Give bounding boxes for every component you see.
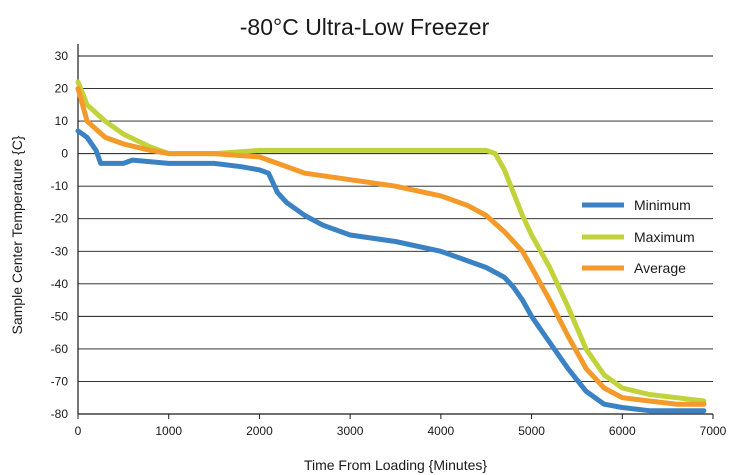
x-tick-label: 2000 [246,424,273,438]
x-axis-label: Time From Loading {Minutes} [304,457,487,473]
legend-label-average: Average [634,260,686,276]
x-tick-label: 0 [75,424,82,438]
x-tick-label: 6000 [609,424,636,438]
x-tick-label: 4000 [428,424,455,438]
y-tick-label: -60 [51,342,69,356]
series-line-maximum [75,79,707,404]
y-tick-label: -20 [51,212,69,226]
y-tick-label: -70 [51,374,69,388]
y-tick-label: -40 [51,277,69,291]
x-tick-label: 7000 [700,424,727,438]
y-tick-label: 20 [55,82,69,96]
y-axis-label: Sample Center Temperature {C} [9,135,25,334]
series-line-average [75,86,707,407]
y-tick-label: -50 [51,309,69,323]
legend-label-maximum: Maximum [634,229,695,245]
legend-label-minimum: Minimum [634,197,691,213]
y-tick-label: -30 [51,244,69,258]
series-line-minimum [75,128,707,414]
y-tick-label: -10 [51,179,69,193]
x-tick-label: 3000 [337,424,364,438]
y-tick-label: 10 [55,114,69,128]
chart-title: -80°C Ultra-Low Freezer [239,14,490,40]
y-tick-label: 30 [55,49,69,63]
y-tick-label: -80 [51,407,69,421]
y-tick-label: 0 [61,147,68,161]
x-tick-label: 5000 [518,424,545,438]
x-tick-label: 1000 [155,424,182,438]
